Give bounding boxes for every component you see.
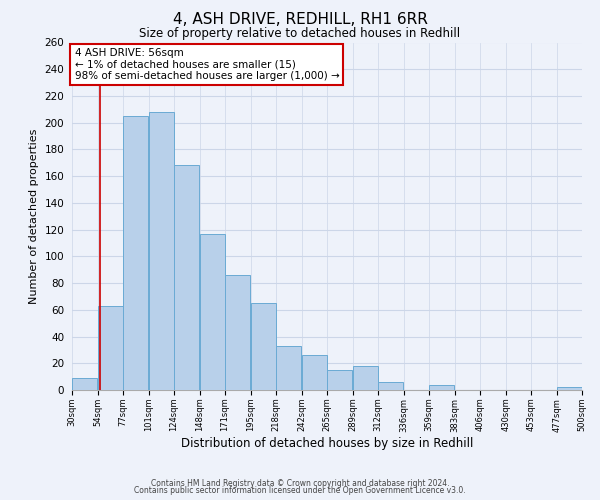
Bar [557,388,582,390]
Bar [72,378,97,390]
Bar [200,234,225,390]
Bar [123,116,148,390]
Text: Contains public sector information licensed under the Open Government Licence v3: Contains public sector information licen… [134,486,466,495]
Bar [174,166,199,390]
Bar [429,384,454,390]
Text: 4, ASH DRIVE, REDHILL, RH1 6RR: 4, ASH DRIVE, REDHILL, RH1 6RR [173,12,427,28]
Bar [225,275,250,390]
Bar [149,112,174,390]
Bar [378,382,403,390]
Bar [353,366,378,390]
Bar [302,355,327,390]
Bar [98,306,123,390]
X-axis label: Distribution of detached houses by size in Redhill: Distribution of detached houses by size … [181,437,473,450]
Bar [327,370,352,390]
Y-axis label: Number of detached properties: Number of detached properties [29,128,39,304]
Bar [251,303,276,390]
Bar [276,346,301,390]
Text: Contains HM Land Registry data © Crown copyright and database right 2024.: Contains HM Land Registry data © Crown c… [151,478,449,488]
Text: Size of property relative to detached houses in Redhill: Size of property relative to detached ho… [139,28,461,40]
Text: 4 ASH DRIVE: 56sqm
← 1% of detached houses are smaller (15)
98% of semi-detached: 4 ASH DRIVE: 56sqm ← 1% of detached hous… [74,48,340,81]
